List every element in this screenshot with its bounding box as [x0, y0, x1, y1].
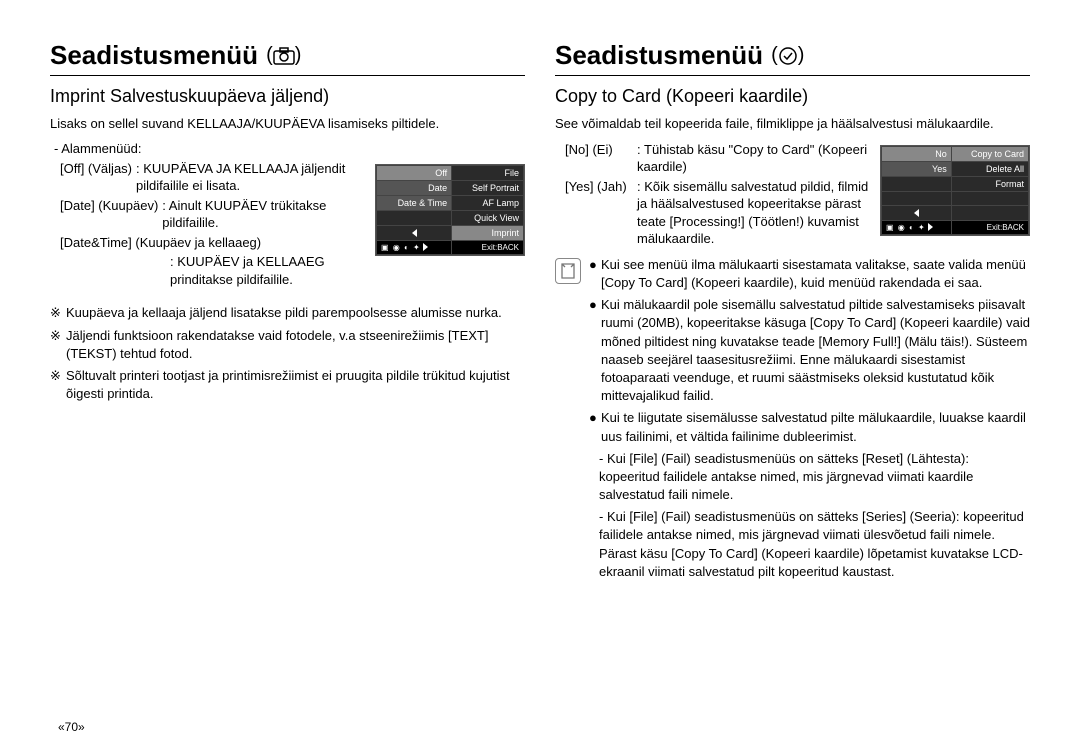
- left-column: Seadistusmenüü ( ) Imprint Salvestuskuup…: [50, 40, 525, 585]
- left-title-text: Seadistusmenüü: [50, 40, 258, 71]
- left-intro: Lisaks on sellel suvand KELLAAJA/KUUPÄEV…: [50, 115, 525, 133]
- info-sub-text: - Kui [File] (Fail) seadistusmenüüs on s…: [599, 450, 1030, 505]
- left-title: Seadistusmenüü ( ): [50, 40, 525, 76]
- triangle-left-icon: [914, 209, 919, 217]
- camera-icon: ( ): [266, 44, 301, 67]
- right-title: Seadistusmenüü ( ): [555, 40, 1030, 76]
- option-key: [Date&Time] (Kuupäev ja kellaaeg): [60, 234, 265, 252]
- option-key: [Date] (Kuupäev): [60, 197, 162, 232]
- submenu-label: - Alammenüüd:: [54, 141, 525, 156]
- note-text: Kuupäeva ja kellaaja jäljend lisatakse p…: [66, 304, 502, 322]
- right-intro: See võimaldab teil kopeerida faile, film…: [555, 115, 1030, 133]
- tools-icon: ( ): [771, 44, 804, 67]
- option-val: KUUPÄEVA JA KELLAAJA jäljendit pildifail…: [136, 160, 365, 195]
- note-text: Sõltuvalt printeri tootjast ja printimis…: [66, 367, 525, 403]
- page-number: «70»: [58, 720, 85, 734]
- option-key: [Yes] (Jah): [565, 178, 637, 248]
- right-title-text: Seadistusmenüü: [555, 40, 763, 71]
- right-column: Seadistusmenüü ( ) Copy to Card (Kopeeri…: [555, 40, 1030, 585]
- option-val: Ainult KUUPÄEV trükitakse pildifailile.: [162, 197, 365, 232]
- note-mark-icon: ※: [50, 304, 66, 322]
- option-val: Kõik sisemällu salvestatud pildid, filmi…: [637, 178, 870, 248]
- right-menu-screenshot: NoCopy to Card YesDelete All Format ▣ ◉ …: [880, 145, 1030, 236]
- option-val: Tühistab käsu "Copy to Card" (Kopeeri ka…: [637, 141, 870, 176]
- bullet-icon: ●: [589, 409, 601, 445]
- note-text: Jäljendi funktsioon rakendatakse vaid fo…: [66, 327, 525, 363]
- left-menu-screenshot: OffFile DateSelf Portrait Date & TimeAF …: [375, 164, 525, 256]
- info-icon: [555, 258, 581, 284]
- option-key: [Off] (Väljas): [60, 160, 136, 195]
- triangle-right-icon: [423, 243, 428, 251]
- triangle-left-icon: [412, 229, 417, 237]
- option-row: [Date] (Kuupäev) Ainult KUUPÄEV trükitak…: [60, 197, 365, 232]
- info-sub-text: - Kui [File] (Fail) seadistusmenüüs on s…: [599, 508, 1030, 581]
- triangle-right-icon: [928, 223, 933, 231]
- footer-icons: ▣ ◉ ◐ ✦: [886, 223, 926, 232]
- note-mark-icon: ※: [50, 367, 66, 403]
- right-subtitle: Copy to Card (Kopeeri kaardile): [555, 86, 1030, 107]
- footer-icons: ▣ ◉ ◐ ✦: [381, 243, 421, 252]
- option-row: [Date&Time] (Kuupäev ja kellaaeg): [60, 234, 365, 252]
- left-subtitle: Imprint Salvestuskuupäeva jäljend): [50, 86, 525, 107]
- option-row: [Yes] (Jah) Kõik sisemällu salvestatud p…: [565, 178, 870, 248]
- bullet-icon: ●: [589, 256, 601, 292]
- option-val: KUUPÄEV ja KELLAAEG prinditakse pildifai…: [170, 253, 365, 288]
- option-row: [No] (Ei) Tühistab käsu "Copy to Card" (…: [565, 141, 870, 176]
- left-notes: ※Kuupäeva ja kellaaja jäljend lisatakse …: [50, 304, 525, 403]
- right-upper: [No] (Ei) Tühistab käsu "Copy to Card" (…: [555, 141, 1030, 250]
- info-block: ●Kui see menüü ilma mälukaarti sisestama…: [555, 256, 1030, 585]
- option-key: [No] (Ei): [565, 141, 637, 176]
- bullet-icon: ●: [589, 296, 601, 405]
- note-mark-icon: ※: [50, 327, 66, 363]
- info-text: Kui mälukaardil pole sisemällu salvestat…: [601, 296, 1030, 405]
- left-upper: [Off] (Väljas) KUUPÄEVA JA KELLAAJA jälj…: [50, 160, 525, 291]
- option-row: KUUPÄEV ja KELLAAEG prinditakse pildifai…: [60, 253, 365, 288]
- option-row: [Off] (Väljas) KUUPÄEVA JA KELLAAJA jälj…: [60, 160, 365, 195]
- info-list: ●Kui see menüü ilma mälukaarti sisestama…: [589, 256, 1030, 585]
- info-text: Kui see menüü ilma mälukaarti sisestamat…: [601, 256, 1030, 292]
- info-text: Kui te liigutate sisemälusse salvestatud…: [601, 409, 1030, 445]
